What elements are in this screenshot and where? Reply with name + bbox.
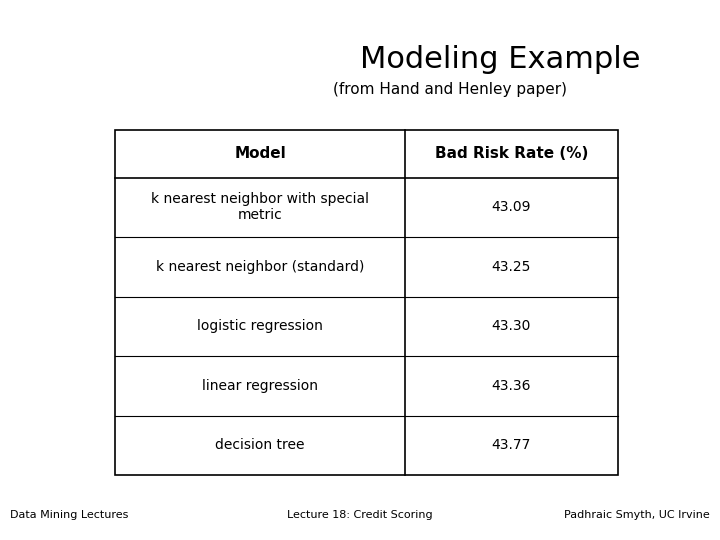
Text: logistic regression: logistic regression <box>197 319 323 333</box>
Text: 43.25: 43.25 <box>492 260 531 274</box>
Text: (from Hand and Henley paper): (from Hand and Henley paper) <box>333 82 567 97</box>
Text: Modeling Example: Modeling Example <box>360 45 641 74</box>
Text: Padhraic Smyth, UC Irvine: Padhraic Smyth, UC Irvine <box>564 510 710 520</box>
Text: k nearest neighbor (standard): k nearest neighbor (standard) <box>156 260 364 274</box>
Text: 43.36: 43.36 <box>492 379 531 393</box>
Text: Bad Risk Rate (%): Bad Risk Rate (%) <box>435 146 588 161</box>
Text: decision tree: decision tree <box>215 438 305 453</box>
Text: 43.30: 43.30 <box>492 319 531 333</box>
Text: Lecture 18: Credit Scoring: Lecture 18: Credit Scoring <box>287 510 433 520</box>
Text: linear regression: linear regression <box>202 379 318 393</box>
Text: Data Mining Lectures: Data Mining Lectures <box>10 510 128 520</box>
Bar <box>115 130 618 475</box>
Text: 43.77: 43.77 <box>492 438 531 453</box>
Text: Model: Model <box>234 146 286 161</box>
Text: 43.09: 43.09 <box>492 200 531 214</box>
Text: k nearest neighbor with special
metric: k nearest neighbor with special metric <box>151 192 369 222</box>
